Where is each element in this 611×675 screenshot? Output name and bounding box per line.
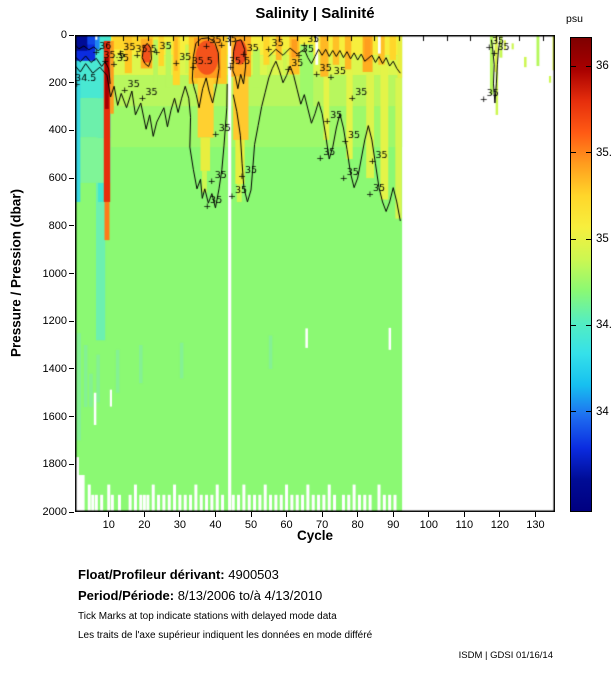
colorbar-tick	[571, 324, 576, 326]
x-tick-label: 20	[138, 519, 151, 531]
y-axis-tick	[69, 129, 74, 131]
colorbar-tick	[571, 411, 576, 413]
x-tick-label: 90	[387, 519, 400, 531]
x-axis-tick	[499, 512, 501, 517]
colorbar-tick	[586, 411, 591, 413]
y-axis-tick	[69, 34, 74, 36]
x-tick-label: 60	[280, 519, 293, 531]
colorbar-unit-label: psu	[566, 13, 583, 25]
x-tick-label: 70	[315, 519, 329, 531]
x-axis-tick	[428, 512, 430, 517]
x-axis-tick	[108, 512, 110, 517]
float-id-label: Float/Profileur dérivant:	[78, 567, 225, 582]
y-axis-tick	[69, 225, 74, 227]
y-axis-tick	[69, 82, 74, 84]
x-tick-label: 30	[173, 519, 186, 531]
colorbar-tick-label: 34	[596, 405, 609, 418]
plot-area	[75, 35, 555, 512]
y-tick-label: 1400	[42, 362, 67, 375]
x-tick-label: 110	[455, 519, 474, 531]
y-tick-label: 1800	[42, 458, 67, 471]
colorbar	[570, 37, 592, 512]
x-axis-label: Cycle	[296, 528, 334, 543]
float-id-value: 4900503	[228, 567, 279, 582]
x-axis-tick	[214, 512, 216, 517]
colorbar-tick	[571, 238, 576, 240]
y-tick-label: 1000	[42, 267, 67, 280]
x-tick-label: 130	[526, 519, 545, 531]
x-axis-tick	[357, 512, 359, 517]
period-line: Period/Période: 8/13/2006 to/à 4/13/2010	[78, 588, 322, 603]
y-axis-tick	[69, 463, 74, 465]
x-tick-label: 120	[490, 519, 510, 531]
colorbar-tick	[571, 152, 576, 154]
y-axis-tick	[69, 416, 74, 418]
colorbar-tick	[571, 65, 576, 67]
x-axis-tick	[143, 512, 145, 517]
x-tick-label: 40	[209, 519, 222, 531]
chart-title: Salinity | Salinité	[255, 5, 375, 22]
colorbar-tick-label: 34.5	[596, 319, 611, 332]
colorbar-tick	[586, 324, 591, 326]
period-label: Period/Période:	[78, 588, 175, 603]
colorbar-tick	[586, 152, 591, 154]
y-tick-label: 800	[48, 219, 67, 232]
colorbar-tick-label: 35	[596, 233, 609, 246]
colorbar-tick	[586, 65, 591, 67]
delayed-mode-note-en: Tick Marks at top indicate stations with…	[78, 611, 337, 622]
colorbar-tick-label: 36	[596, 60, 609, 73]
x-tick-label: 80	[351, 519, 364, 531]
y-tick-label: 1600	[42, 410, 67, 423]
y-axis-label: Pressure / Pression (dbar)	[8, 188, 24, 358]
y-axis-tick	[69, 368, 74, 370]
x-axis-tick	[250, 512, 252, 517]
x-axis-tick	[179, 512, 181, 517]
x-axis-tick	[463, 512, 465, 517]
x-tick-label: 100	[419, 519, 438, 531]
delayed-mode-note-fr: Les traits de l'axe supérieur indiquent …	[78, 630, 373, 641]
y-tick-label: 200	[48, 76, 67, 89]
salinity-heatmap-canvas	[75, 35, 555, 512]
y-tick-label: 2000	[42, 506, 67, 518]
credit-line: ISDM | GDSI 01/16/14	[458, 650, 553, 661]
y-tick-label: 0	[60, 29, 67, 41]
period-value: 8/13/2006 to/à 4/13/2010	[177, 588, 323, 603]
y-axis-tick	[69, 177, 74, 179]
x-axis-tick	[392, 512, 394, 517]
x-tick-label: 50	[244, 519, 258, 531]
x-tick-label: 10	[102, 519, 115, 531]
x-axis-tick	[321, 512, 323, 517]
y-tick-label: 1200	[42, 315, 67, 328]
float-id-line: Float/Profileur dérivant: 4900503	[78, 567, 279, 582]
colorbar-tick-label: 35.5	[596, 146, 611, 159]
x-axis-tick	[286, 512, 288, 517]
y-axis-tick	[69, 511, 74, 513]
x-axis-tick	[534, 512, 536, 517]
y-axis-tick	[69, 273, 74, 274]
colorbar-tick	[586, 238, 591, 240]
y-tick-label: 600	[48, 172, 67, 185]
y-axis-tick	[69, 320, 74, 322]
y-tick-label: 400	[48, 124, 67, 137]
